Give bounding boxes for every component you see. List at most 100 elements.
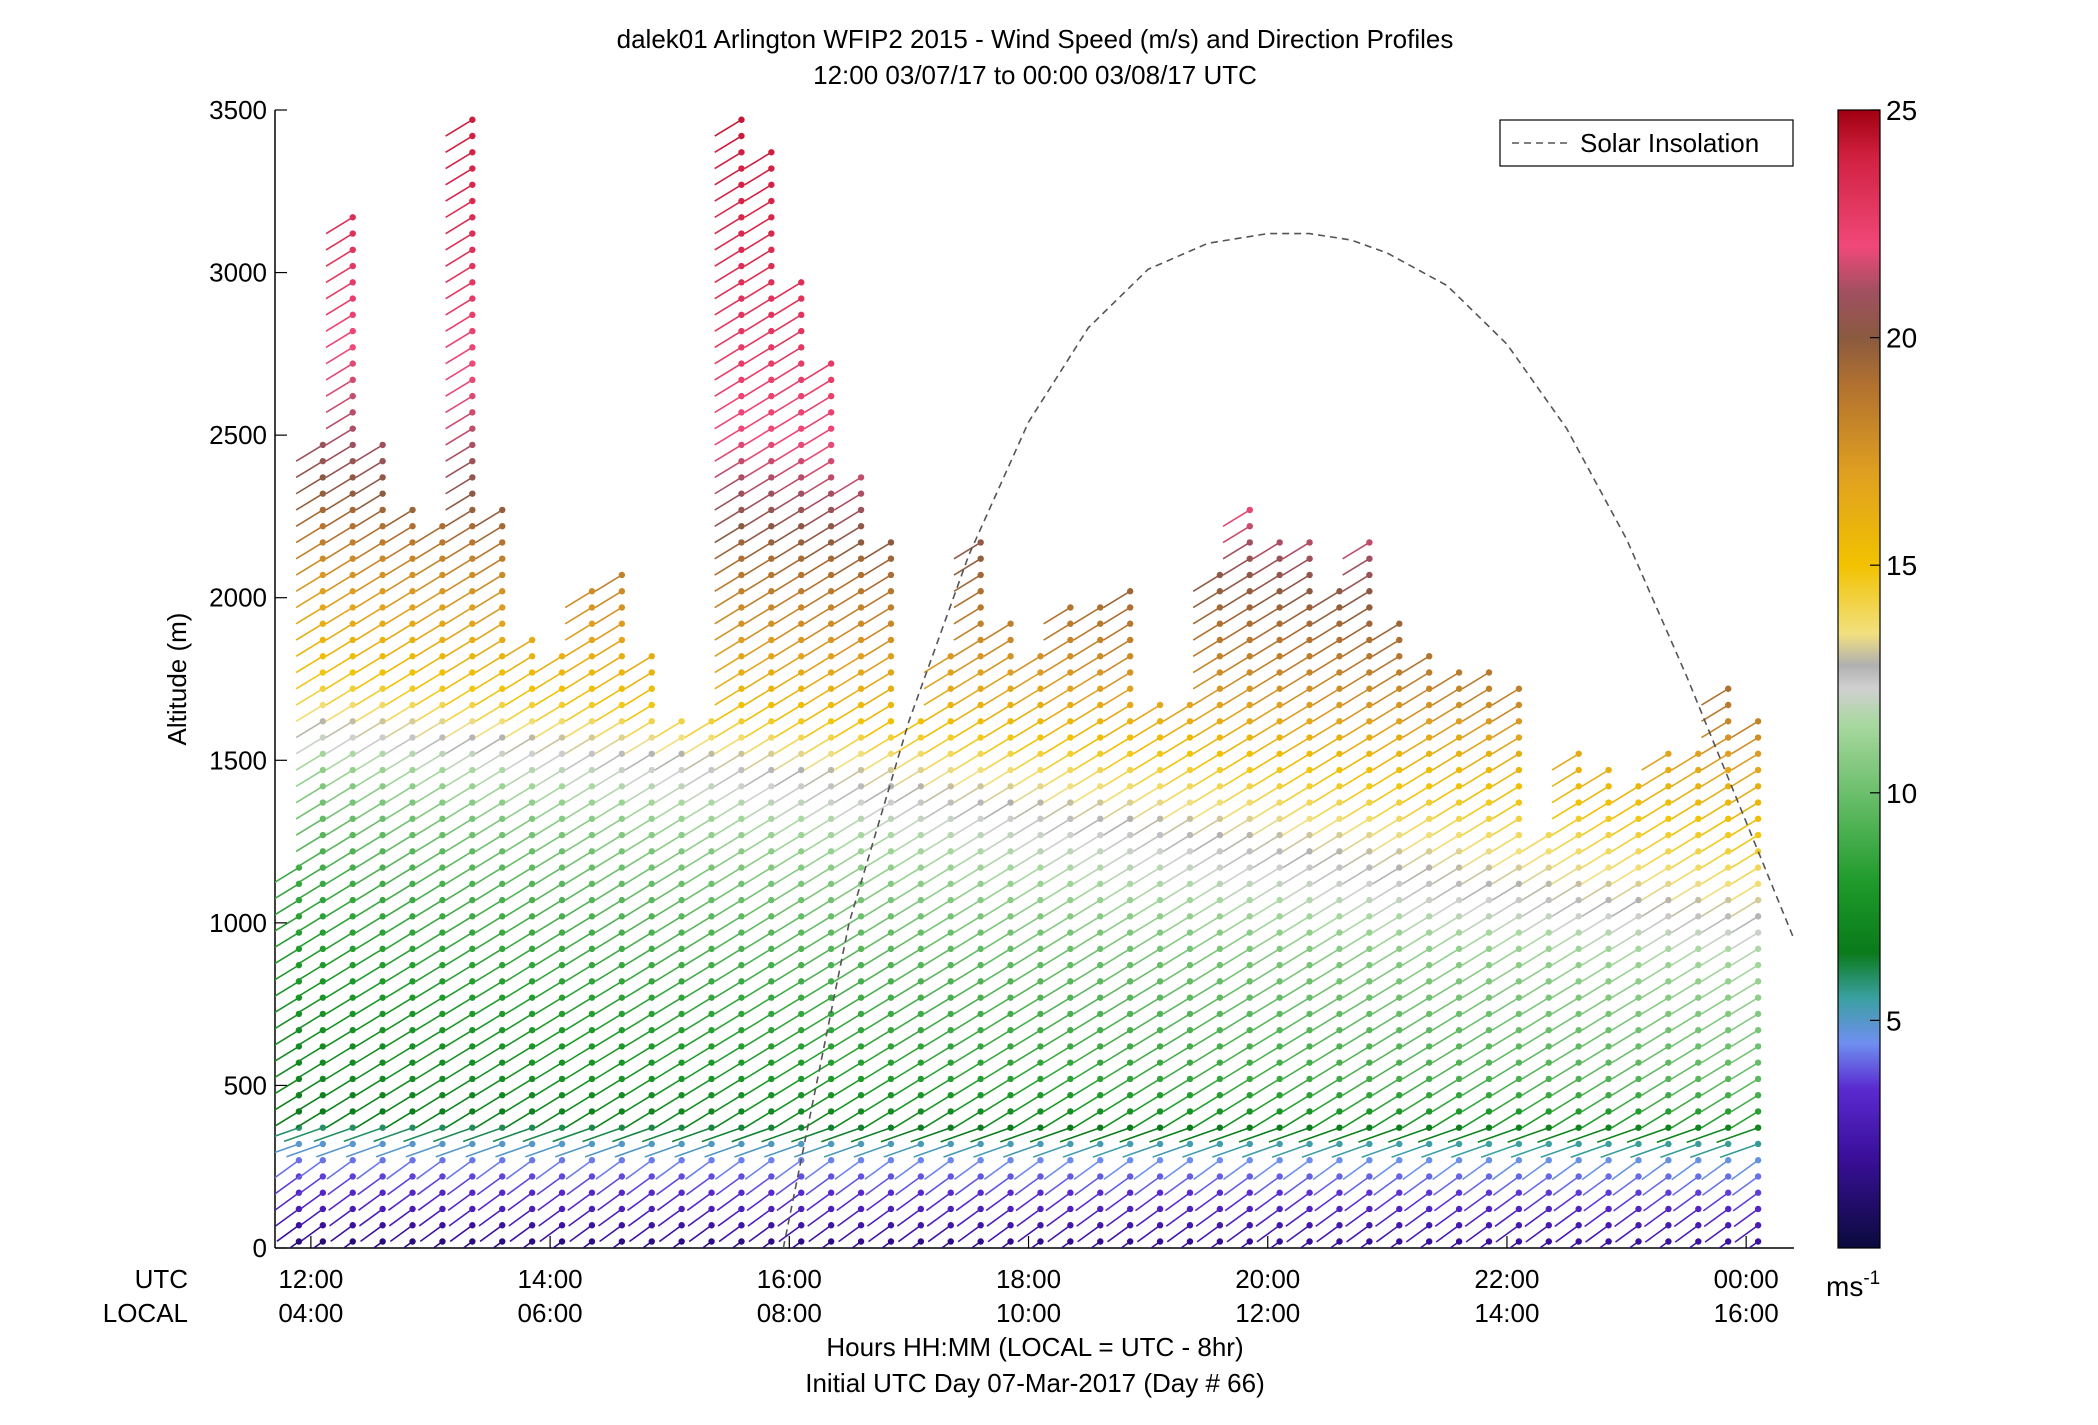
wind-barb-stem xyxy=(744,801,772,820)
wind-barb-point xyxy=(1426,1010,1433,1018)
wind-barb-stem xyxy=(1671,850,1699,869)
wind-barb-point xyxy=(1156,913,1164,920)
wind-barb-point xyxy=(409,815,416,823)
wind-barb-point xyxy=(1336,978,1343,985)
wind-barb-point xyxy=(1455,1173,1463,1180)
wind-barb-stem xyxy=(1252,899,1281,918)
wind-barb-stem xyxy=(1342,623,1370,641)
wind-barb-stem xyxy=(744,1061,772,1080)
wind-barb-stem xyxy=(714,866,742,885)
wind-barb-point xyxy=(349,539,356,546)
wind-barb-point xyxy=(1725,685,1732,692)
wind-barb-stem xyxy=(594,736,623,755)
wind-barb-point xyxy=(1216,896,1224,904)
wind-barb-point xyxy=(1754,994,1762,1001)
wind-barb-point xyxy=(469,718,476,725)
wind-barb-stem xyxy=(415,1110,443,1129)
wind-barb-point xyxy=(439,864,446,871)
wind-barb-stem xyxy=(564,671,593,690)
wind-barb-stem xyxy=(1431,671,1460,690)
wind-barb-stem xyxy=(325,216,354,235)
wind-barb-point xyxy=(558,880,566,888)
wind-barb-stem xyxy=(1491,850,1520,869)
wind-barb-point xyxy=(1007,880,1014,888)
wind-barb-point xyxy=(1276,978,1283,985)
wind-barb-point xyxy=(409,1157,416,1164)
wind-barb-point xyxy=(379,1238,386,1245)
wind-barb-point xyxy=(738,994,745,1001)
wind-barb-point xyxy=(1156,945,1164,953)
wind-barb-stem xyxy=(654,785,683,804)
wind-barb-point xyxy=(379,783,386,790)
wind-barb-stem xyxy=(624,769,653,788)
wind-barb-stem xyxy=(1521,1061,1550,1080)
wind-barb-stem xyxy=(1581,948,1610,966)
wind-barb-stem xyxy=(505,883,533,901)
wind-barb-stem xyxy=(804,931,832,950)
wind-barb-point xyxy=(319,1124,327,1131)
wind-barb-point xyxy=(1246,896,1253,904)
wind-barb-stem xyxy=(1162,704,1191,723)
wind-barb-point xyxy=(319,1026,327,1034)
wind-barb-stem xyxy=(1282,1013,1311,1031)
wind-barb-stem xyxy=(744,151,772,170)
wind-barb-stem xyxy=(1551,801,1580,820)
wind-barb-point xyxy=(349,1222,356,1229)
wind-barb-point xyxy=(1007,636,1014,644)
wind-barb-stem xyxy=(774,427,802,446)
wind-barb-point xyxy=(857,636,865,644)
wind-barb-stem xyxy=(654,1045,683,1064)
wind-barb-stem xyxy=(684,834,712,853)
wind-barb-stem xyxy=(1730,1013,1759,1031)
wind-barb-point xyxy=(768,165,775,172)
wind-barb-stem xyxy=(1252,606,1281,625)
wind-barb-stem xyxy=(275,1061,300,1079)
wind-barb-stem xyxy=(325,834,354,853)
wind-barb-point xyxy=(295,994,303,1001)
wind-barb-stem xyxy=(684,980,712,999)
wind-barb-stem xyxy=(863,1061,892,1080)
wind-barb-point xyxy=(439,783,446,790)
wind-barb-stem xyxy=(1701,899,1729,918)
wind-barb-point xyxy=(1396,1075,1403,1083)
wind-barb-point xyxy=(1336,1091,1343,1099)
wind-barb-point xyxy=(887,815,895,823)
wind-barb-stem xyxy=(654,769,683,788)
wind-barb-point xyxy=(947,1075,954,1083)
wind-barb-point xyxy=(1485,831,1493,839)
wind-barb-stem xyxy=(1342,606,1370,625)
wind-barb-stem xyxy=(1583,1192,1610,1212)
wind-barb-stem xyxy=(1192,850,1221,869)
wind-barb-point xyxy=(1426,1140,1433,1148)
wind-barb-point xyxy=(977,750,984,757)
wind-barb-point xyxy=(1426,701,1433,709)
wind-barb-stem xyxy=(536,1175,563,1196)
wind-barb-point xyxy=(827,1091,835,1099)
wind-barb-stem xyxy=(534,720,563,739)
wind-barb-stem xyxy=(1105,1192,1131,1212)
wind-barb-stem xyxy=(1073,671,1101,690)
wind-barb-stem xyxy=(714,346,742,365)
wind-barb-point xyxy=(1665,1205,1672,1213)
wind-barb-stem xyxy=(1342,558,1370,576)
wind-barb-stem xyxy=(1342,1029,1370,1048)
wind-barb-stem xyxy=(1073,1029,1101,1048)
wind-barb-stem xyxy=(385,736,413,755)
wind-barb-point xyxy=(977,1026,984,1034)
wind-barb-stem xyxy=(275,996,300,1014)
wind-barb-point xyxy=(1366,994,1373,1001)
wind-barb-point xyxy=(1216,831,1224,839)
wind-barb-point xyxy=(1126,913,1134,920)
wind-barb-point xyxy=(469,295,476,302)
wind-barb-stem xyxy=(1404,1192,1430,1212)
wind-barb-stem xyxy=(325,1045,354,1064)
wind-barb-point xyxy=(1366,1173,1373,1180)
wind-barb-stem xyxy=(1431,1094,1460,1113)
wind-barb-point xyxy=(588,734,596,741)
wind-barb-point xyxy=(349,929,356,936)
wind-barb-point xyxy=(857,994,865,1001)
wind-barb-stem xyxy=(1641,915,1669,934)
wind-barb-stem xyxy=(325,541,354,560)
wind-barb-point xyxy=(439,945,446,953)
wind-barb-point xyxy=(1366,913,1373,920)
